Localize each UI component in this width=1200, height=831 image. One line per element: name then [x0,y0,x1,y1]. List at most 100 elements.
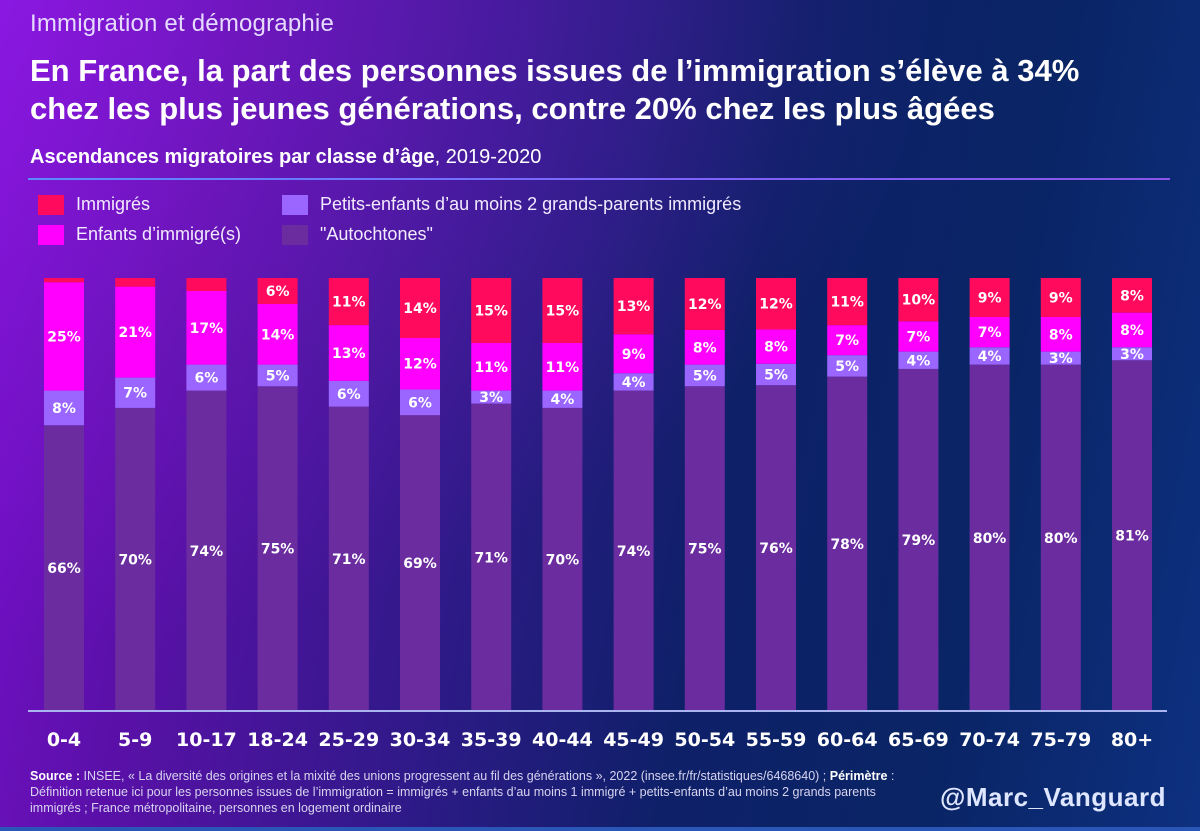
data-label-petits-enfants-d-au-moins-2-grands-parents-immigr-s-5-9: 7% [123,386,147,402]
bar-segment-autochtones-50-54 [684,386,725,711]
bar-segment-immigr-s-50-54 [684,278,725,330]
legend-swatch-autochtones [282,224,308,245]
data-label-immigr-s-18-24: 6% [266,284,290,300]
bar-group-60-64: 78% 5% 7% 11% [827,278,868,711]
data-label-petits-enfants-d-au-moins-2-grands-parents-immigr-s-50-54: 5% [693,368,717,384]
data-label-immigr-s-75-79: 9% [1049,290,1073,306]
data-label-petits-enfants-d-au-moins-2-grands-parents-immigr-s-30-34: 6% [408,395,432,411]
data-label-enfants-d-immigr-s-0-4: 25% [47,329,81,345]
perimetre-label: Périmètre [829,769,888,783]
source-text: INSEE, « La diversité des origines et la… [80,769,830,783]
perimetre-text: : Définition retenue ici pour les person… [30,769,895,815]
bar-group-45-49: 74% 4% 9% 13% [613,278,654,711]
bar-segment-autochtones-75-79 [1040,364,1081,711]
bar-segment-enfants-d-immigr-s-50-54 [684,329,725,365]
data-label-enfants-d-immigr-s-55-59: 8% [764,340,788,356]
x-tick-label-45-49: 45-49 [603,729,664,751]
bar-segment-immigr-s-30-34 [400,278,440,339]
data-label-immigr-s-70-74: 9% [978,290,1002,306]
chart-subtitle-bold: Ascendances migratoires par classe d’âge [30,146,435,168]
data-label-immigr-s-25-29: 11% [332,295,366,311]
data-label-petits-enfants-d-au-moins-2-grands-parents-immigr-s-35-39: 3% [479,390,503,406]
bar-group-18-24: 75% 5% 14% 6% [257,278,298,711]
bar-segment-immigr-s-60-64 [827,278,868,326]
data-label-enfants-d-immigr-s-75-79: 8% [1049,327,1073,343]
data-label-petits-enfants-d-au-moins-2-grands-parents-immigr-s-0-4: 8% [52,401,76,417]
bar-segment-autochtones-35-39 [471,403,512,711]
bar-segment-petits-enfants-d-au-moins-2-grands-parents-immigr-s-30-34 [400,389,440,416]
data-label-petits-enfants-d-au-moins-2-grands-parents-immigr-s-45-49: 4% [622,375,646,391]
bar-segment-enfants-d-immigr-s-30-34 [400,338,440,390]
data-label-enfants-d-immigr-s-25-29: 13% [332,346,366,362]
x-tick-label-55-59: 55-59 [746,729,807,751]
x-tick-label-75-79: 75-79 [1030,729,1091,751]
bar-group-55-59: 76% 5% 8% 12% [756,278,796,711]
bar-group-30-34: 69% 6% 12% 14% [400,278,440,711]
bar-segment-petits-enfants-d-au-moins-2-grands-parents-immigr-s-80 [1112,347,1152,361]
bar-segment-autochtones-65-69 [898,368,939,711]
bar-group-70-74: 80% 4% 7% 9% [969,278,1010,711]
data-label-petits-enfants-d-au-moins-2-grands-parents-immigr-s-60-64: 5% [835,359,859,375]
data-label-enfants-d-immigr-s-40-44: 11% [546,360,580,376]
footer-source: Source : INSEE, « La diversité des origi… [30,768,910,816]
bar-segment-petits-enfants-d-au-moins-2-grands-parents-immigr-s-55-59 [756,363,796,386]
data-label-autochtones-45-49: 74% [617,544,651,560]
bar-segment-enfants-d-immigr-s-65-69 [898,321,939,352]
bottom-border [0,827,1200,831]
bar-segment-autochtones-45-49 [613,390,654,711]
x-tick-label-80: 80+ [1111,729,1153,751]
bar-segment-autochtones-55-59 [756,385,796,711]
bar-segment-autochtones-80 [1112,360,1152,711]
x-tick-label-40-44: 40-44 [532,729,593,751]
bar-segment-petits-enfants-d-au-moins-2-grands-parents-immigr-s-0-4 [44,390,84,426]
data-label-autochtones-10-17: 74% [190,544,224,560]
bar-segment-immigr-s-70-74 [969,278,1010,317]
bar-group-40-44: 70% 4% 11% 15% [542,278,583,711]
data-label-enfants-d-immigr-s-70-74: 7% [978,325,1002,341]
data-label-immigr-s-60-64: 11% [830,295,864,311]
chart-subtitle-period: , 2019-2020 [434,146,542,168]
x-tick-label-0-4: 0-4 [47,729,81,751]
data-label-petits-enfants-d-au-moins-2-grands-parents-immigr-s-70-74: 4% [978,349,1002,365]
author-handle: @Marc_Vanguard [940,782,1166,812]
bar-segment-enfants-d-immigr-s-5-9 [115,286,156,378]
bar-segment-immigr-s-40-44 [542,278,583,343]
bar-segment-autochtones-10-17 [186,390,227,711]
data-label-immigr-s-80: 8% [1120,288,1144,304]
bar-group-25-29: 71% 6% 13% 11% [328,278,369,711]
data-label-enfants-d-immigr-s-60-64: 7% [835,333,859,349]
legend-swatch-immigres [38,194,64,215]
x-tick-label-30-34: 30-34 [390,729,451,751]
data-label-enfants-d-immigr-s-30-34: 12% [403,357,437,373]
bar-group-10-17: 74% 6% 17% [186,278,227,711]
data-label-immigr-s-65-69: 10% [902,293,936,309]
bar-segment-petits-enfants-d-au-moins-2-grands-parents-immigr-s-45-49 [613,373,654,391]
legend-swatch-enfants [38,224,64,245]
bar-segment-immigr-s-10-17 [186,278,227,291]
data-label-immigr-s-50-54: 12% [688,297,722,313]
bar-group-0-4: 66% 8% 25% [44,278,84,711]
bar-segment-petits-enfants-d-au-moins-2-grands-parents-immigr-s-18-24 [257,364,298,387]
bar-segment-immigr-s-75-79 [1040,278,1081,317]
data-label-enfants-d-immigr-s-5-9: 21% [118,325,152,341]
legend-item-enfants: Enfants d’immigré(s) [38,224,241,245]
data-label-immigr-s-40-44: 15% [546,303,580,319]
legend-swatch-petits-enfants [282,194,308,215]
data-label-autochtones-0-4: 66% [47,561,81,577]
x-tick-label-18-24: 18-24 [247,729,308,751]
data-label-autochtones-70-74: 80% [973,531,1007,547]
bar-segment-immigr-s-55-59 [756,278,796,330]
legend-label-immigres: Immigrés [76,194,151,214]
bar-segment-immigr-s-25-29 [328,278,369,326]
subtitle-divider [28,178,1170,180]
x-tick-label-5-9: 5-9 [118,729,152,751]
data-label-enfants-d-immigr-s-18-24: 14% [261,327,295,343]
bar-segment-autochtones-0-4 [44,425,84,711]
bar-segment-immigr-s-45-49 [613,278,654,335]
data-label-autochtones-40-44: 70% [546,552,580,568]
data-label-petits-enfants-d-au-moins-2-grands-parents-immigr-s-75-79: 3% [1049,351,1073,367]
data-label-autochtones-80: 81% [1115,529,1149,545]
bar-group-65-69: 79% 4% 7% 10% [898,278,939,711]
data-label-petits-enfants-d-au-moins-2-grands-parents-immigr-s-80: 3% [1120,347,1144,363]
headline-line-2: chez les plus jeunes générations, contre… [30,91,995,126]
